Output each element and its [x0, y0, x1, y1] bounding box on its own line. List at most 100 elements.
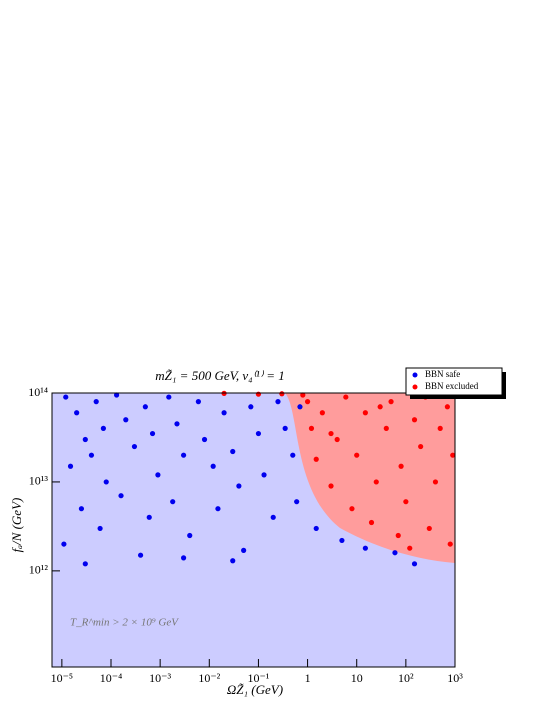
y-tick-label: 10¹⁴ [28, 385, 48, 399]
point [354, 452, 360, 458]
point [201, 436, 208, 443]
point [426, 525, 432, 532]
point [444, 404, 450, 410]
point [362, 410, 368, 416]
point [114, 392, 120, 398]
point [282, 425, 288, 431]
point [349, 506, 355, 512]
point [308, 425, 315, 431]
point [74, 410, 80, 416]
point [437, 425, 443, 431]
point [432, 479, 439, 485]
point [297, 404, 303, 410]
point [411, 561, 418, 567]
point [407, 545, 413, 551]
point [236, 483, 242, 489]
x-tick-label: 10³ [447, 671, 463, 685]
point [313, 525, 319, 532]
point [343, 394, 349, 400]
point [241, 547, 247, 553]
point [230, 558, 236, 564]
x-tick-label: 10⁻¹ [247, 671, 269, 685]
point [88, 452, 95, 458]
point [230, 448, 236, 455]
point [142, 404, 148, 410]
x-tick-label: 10⁻³ [149, 671, 171, 685]
point [82, 436, 88, 443]
point [170, 499, 176, 505]
point [290, 452, 296, 458]
point [328, 483, 334, 489]
point [300, 392, 306, 398]
point [383, 425, 389, 431]
point [93, 399, 99, 405]
point [447, 541, 453, 547]
point [294, 499, 300, 505]
x-tick-label: 10 [351, 671, 363, 685]
x-tick-label: 10⁻⁴ [100, 671, 123, 685]
point [395, 532, 401, 539]
point [368, 519, 375, 526]
legend-marker [412, 372, 418, 378]
y-tick-label: 10¹³ [29, 474, 49, 488]
point [304, 399, 311, 405]
chart-title: mZ̃₁ = 500 GeV, v₄⁽¹⁾ = 1 [155, 368, 284, 383]
point [131, 443, 138, 450]
point [210, 463, 216, 469]
y-tick-label: 10¹² [29, 563, 49, 577]
point [100, 425, 106, 431]
point [319, 410, 325, 416]
legend [405, 367, 503, 396]
point [82, 561, 88, 567]
point [180, 452, 187, 458]
point [174, 421, 180, 427]
point [411, 417, 418, 423]
point [166, 394, 172, 400]
y-axis-label: fₐ/N (GeV) [9, 498, 24, 553]
point [373, 479, 379, 485]
point [78, 506, 85, 512]
point [149, 430, 156, 437]
x-axis-label: ΩZ̃₁ (GeV) [227, 682, 283, 697]
x-tick-label: 1 [305, 671, 311, 685]
point [63, 394, 69, 400]
point [398, 463, 404, 469]
plot-frame [51, 392, 456, 668]
point [392, 550, 398, 556]
point [155, 472, 161, 478]
point [377, 404, 383, 410]
point [313, 456, 319, 462]
x-tick-label: 10² [398, 671, 414, 685]
x-tick-label: 10⁻² [198, 671, 220, 685]
point [195, 399, 201, 405]
point [123, 417, 129, 423]
point [255, 391, 262, 397]
point [137, 552, 144, 558]
point [187, 532, 193, 539]
point [97, 525, 103, 532]
point [388, 399, 394, 405]
x-tick-label: 10⁻⁵ [51, 671, 74, 685]
annotation: T_R^min > 2 × 10⁹ GeV [70, 617, 179, 629]
excluded-region [285, 393, 455, 563]
point [146, 514, 152, 520]
point [103, 479, 109, 485]
point [67, 463, 74, 469]
point [275, 399, 281, 405]
point [61, 541, 67, 547]
point [403, 499, 409, 505]
point [180, 555, 187, 561]
legend-marker [412, 384, 418, 390]
point [215, 506, 221, 512]
point [255, 430, 262, 437]
point [279, 391, 285, 397]
point [450, 452, 456, 458]
legend-label: BBN excluded [425, 381, 479, 391]
point [118, 493, 124, 499]
point [221, 410, 227, 416]
point [334, 436, 340, 443]
point [339, 537, 345, 544]
point [362, 545, 368, 551]
point [261, 472, 267, 478]
point [270, 514, 276, 520]
